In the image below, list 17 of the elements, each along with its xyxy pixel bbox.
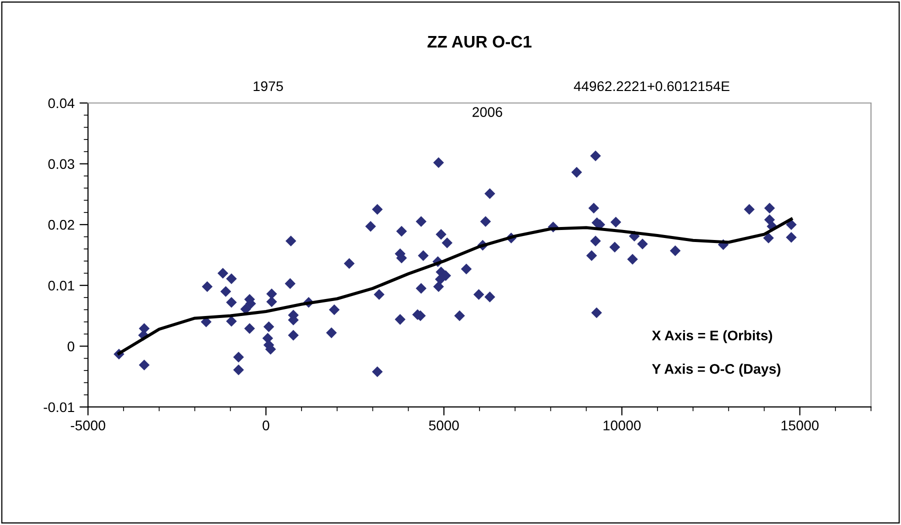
annotation: X Axis = E (Orbits) [652, 330, 772, 344]
y-tick-label: 0.02 [48, 220, 74, 230]
y-tick-label: -0.01 [44, 402, 74, 412]
y-tick-label: 0.03 [48, 159, 74, 169]
y-tick-label: 0 [68, 342, 74, 352]
text: 1975 [254, 81, 283, 92]
x-tick-label: 10000 [604, 420, 641, 430]
annotation: 2006 [472, 107, 502, 117]
x-tick-label: -5000 [70, 420, 106, 430]
x-tick-label: 15000 [782, 420, 819, 430]
x-tick-label: 5000 [429, 420, 459, 430]
text: 44962.2221+0.6012154E [574, 81, 730, 92]
x-tick-label: 0 [262, 420, 270, 430]
y-tick-label: 0.01 [48, 280, 74, 291]
chart-title: ZZ AUR O-C1 [428, 36, 532, 48]
y-tick-label: 0.04 [48, 98, 74, 108]
annotation: Y Axis = O-C (Days) [652, 364, 780, 377]
